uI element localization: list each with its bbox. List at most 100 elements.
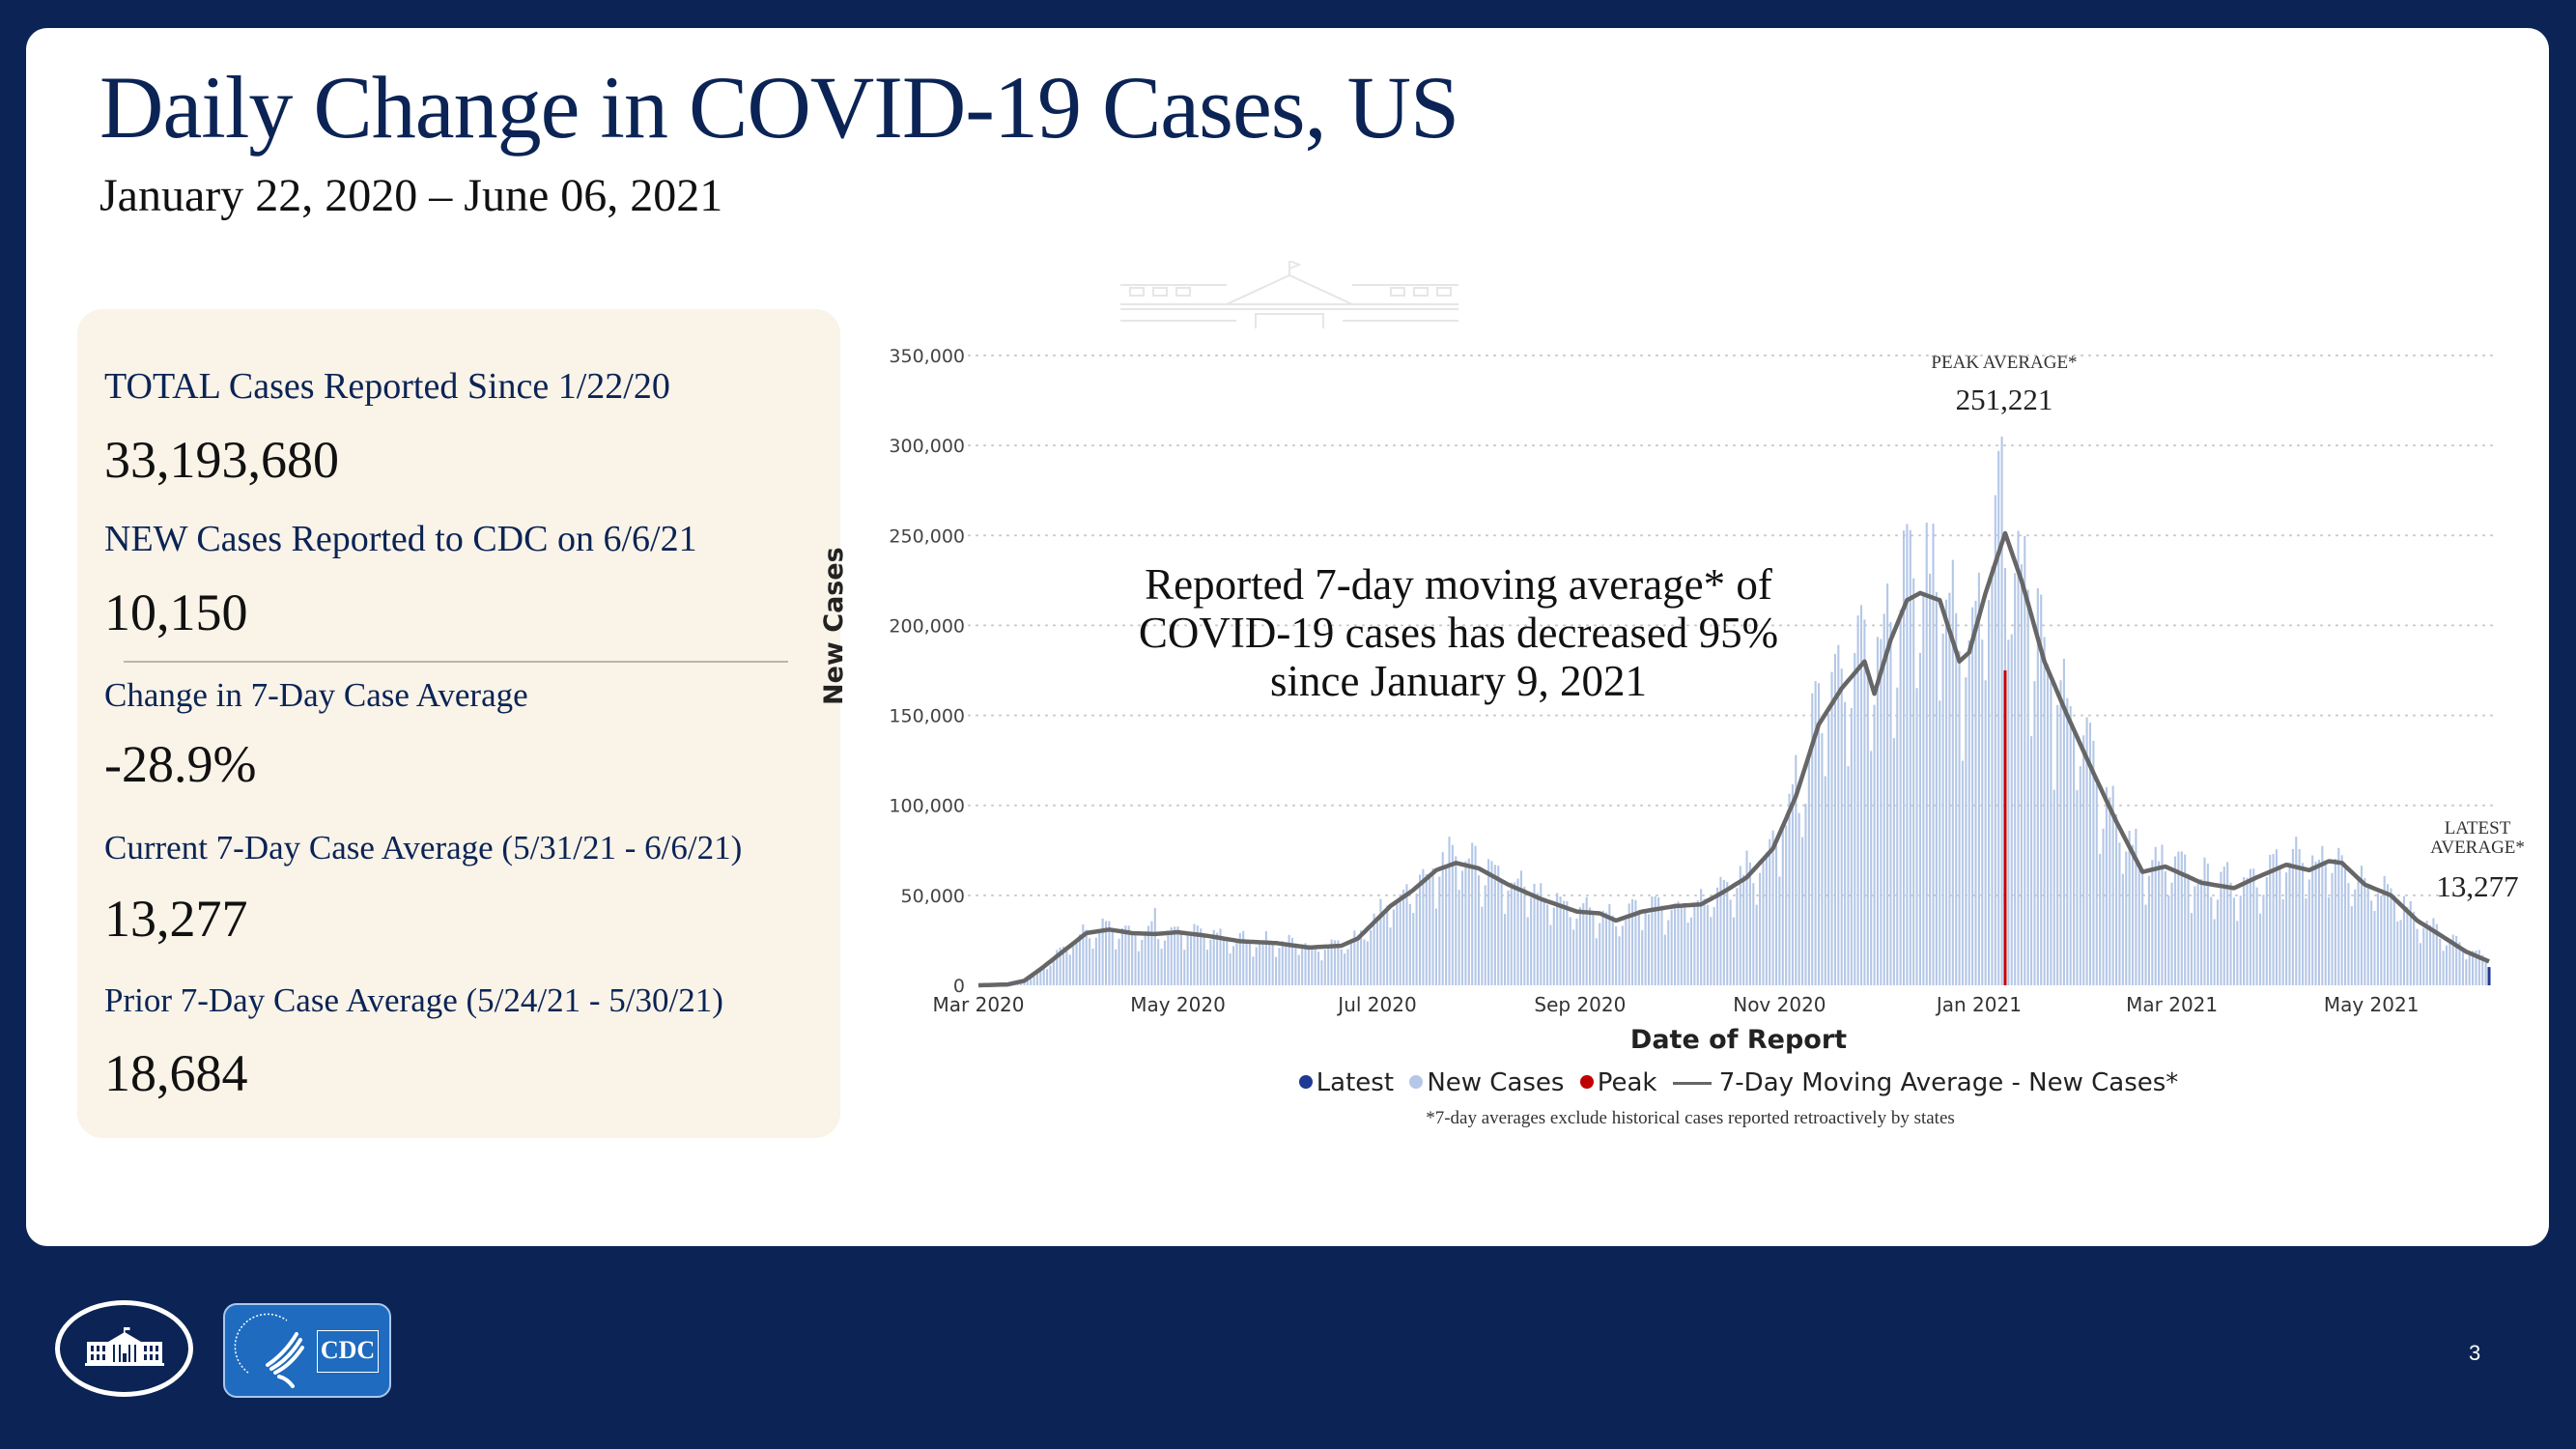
new-cases-bar [1716, 887, 1719, 985]
new-cases-bar [2190, 913, 2193, 985]
new-cases-bar [1484, 885, 1486, 985]
legend-new-cases-dot-icon [1409, 1074, 1424, 1089]
x-tick-label: May 2021 [2324, 993, 2420, 1016]
new-cases-bar [1101, 918, 1104, 985]
new-cases-bar [1471, 842, 1474, 985]
new-cases-bar [1134, 931, 1137, 985]
new-cases-bar [2347, 883, 2350, 985]
new-cases-bar [1497, 866, 1500, 985]
new-cases-bar [1487, 859, 1490, 985]
new-cases-bar [1340, 949, 1343, 985]
new-cases-bar [1392, 909, 1395, 985]
new-cases-bar [1104, 921, 1108, 985]
new-cases-bar [2187, 873, 2190, 985]
new-cases-bar [2056, 704, 2059, 985]
new-cases-bar [2422, 927, 2425, 985]
new-cases-bar [1176, 926, 1179, 985]
new-cases-bar [2458, 942, 2461, 985]
new-cases-bar [1854, 652, 1856, 985]
new-cases-bar [1327, 947, 1330, 985]
new-cases-bar [2279, 867, 2281, 985]
new-cases-bar [1637, 909, 1640, 985]
x-tick-label: Jan 2021 [1935, 993, 2022, 1016]
new-cases-bar [1530, 897, 1533, 985]
new-cases-bar [1023, 981, 1026, 985]
new-cases-bar [1082, 923, 1085, 985]
current-average-value: 13,277 [104, 890, 248, 948]
new-cases-bar [1209, 939, 1212, 985]
new-cases-bar [2170, 882, 2173, 985]
new-cases-bar [1049, 965, 1052, 985]
new-cases-bar [1304, 943, 1307, 985]
new-cases-bar [1235, 939, 1238, 985]
new-cases-bar [2000, 436, 2003, 985]
new-cases-bar [1944, 599, 1948, 985]
new-cases-bar [1137, 951, 1140, 985]
new-cases-bar [1604, 912, 1608, 985]
new-cases-bar [2383, 875, 2386, 985]
new-cases-bar [1451, 844, 1454, 985]
new-cases-bar [1458, 890, 1460, 985]
new-cases-bar [2052, 789, 2055, 985]
new-cases-bar [1748, 862, 1751, 985]
new-cases-bar [1684, 906, 1686, 985]
new-cases-bar [2177, 851, 2180, 985]
new-cases-bar [2357, 879, 2360, 985]
new-cases-bar [1229, 952, 1231, 985]
new-cases-bar [1507, 890, 1510, 985]
new-cases-bar [1686, 922, 1689, 985]
new-cases-bar [2085, 717, 2088, 985]
new-cases-bar [1245, 941, 1248, 985]
new-cases-bar [1091, 948, 1094, 985]
new-cases-bar [1226, 940, 1229, 985]
new-cases-bar [2203, 857, 2206, 985]
new-cases-bar [1644, 912, 1647, 985]
new-cases-bar [1651, 895, 1654, 985]
new-cases-bar [2095, 783, 2098, 985]
new-cases-bar [1183, 950, 1186, 985]
date-range-subtitle: January 22, 2020 – June 06, 2021 [99, 170, 723, 221]
y-tick-label: 350,000 [889, 346, 965, 367]
x-tick-label: Sep 2020 [1534, 993, 1626, 1016]
new-cases-bar [1811, 693, 1814, 985]
new-cases-bar [1429, 874, 1431, 985]
new-cases-bar [1131, 931, 1134, 985]
new-cases-bar [1205, 950, 1209, 985]
new-cases-bar [1330, 939, 1333, 985]
new-cases-bar [2435, 923, 2438, 985]
stats-panel: TOTAL Cases Reported Since 1/22/20 33,19… [77, 309, 840, 1138]
moving-average-line [977, 530, 2490, 988]
new-cases-bar [1769, 838, 1771, 985]
new-cases-bar [2040, 594, 2043, 985]
new-cases-bar [1146, 925, 1150, 985]
new-cases-bar [1647, 914, 1651, 985]
page-title: Daily Change in COVID-19 Cases, US [99, 58, 1459, 156]
new-cases-bar [2262, 895, 2265, 985]
new-cases-bar [1732, 917, 1736, 985]
new-cases-bar [1628, 903, 1630, 985]
new-cases-bar [2076, 790, 2079, 985]
new-cases-bar [2118, 842, 2121, 985]
new-cases-bar [1386, 905, 1389, 985]
new-cases-bar [1307, 945, 1310, 985]
new-cases-bar [1833, 653, 1836, 985]
new-cases-bar [1094, 937, 1097, 985]
white-house-watermark-icon [1120, 261, 1458, 328]
new-cases-bar [1935, 592, 1938, 985]
new-cases-bar [1320, 960, 1323, 985]
new-cases-bar [1170, 926, 1173, 985]
new-cases-bar [1222, 936, 1225, 985]
new-cases-bar [1844, 701, 1847, 985]
new-cases-bar [1252, 956, 1255, 985]
new-cases-bar [2484, 961, 2487, 985]
new-cases-value: 10,150 [104, 583, 248, 641]
new-cases-bar [2033, 681, 2036, 985]
new-cases-bar [1667, 920, 1670, 985]
white-house-logo [55, 1300, 193, 1397]
new-cases-bar [2328, 896, 2331, 985]
new-cases-bar [1516, 878, 1519, 985]
new-cases-bar [2079, 766, 2081, 985]
latest-label-line-1: LATEST [2444, 818, 2511, 838]
legend-average-line-icon [1672, 1082, 1712, 1085]
